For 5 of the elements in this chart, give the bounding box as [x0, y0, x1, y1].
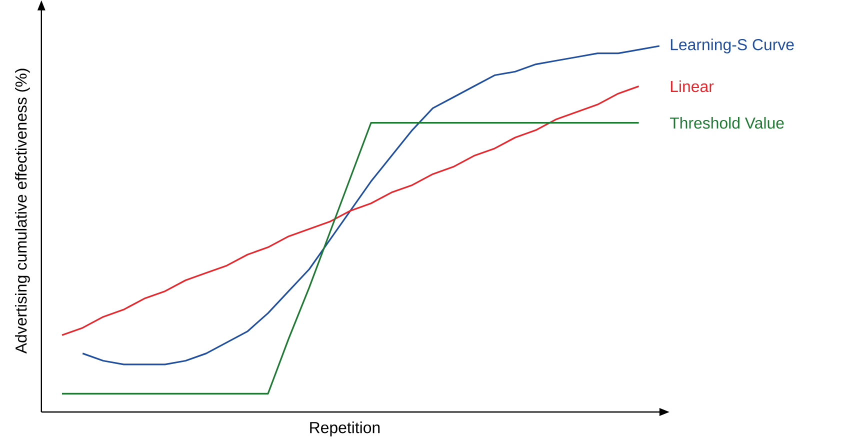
text: Linear [670, 80, 714, 92]
x-axis-title: Repetition [310, 422, 380, 436]
y-axis-title: Advertising cumulative effectiveness (%) [15, 68, 30, 354]
series-label: Learning-S Curve [670, 38, 794, 54]
series-label: Threshold Value [670, 117, 784, 129]
